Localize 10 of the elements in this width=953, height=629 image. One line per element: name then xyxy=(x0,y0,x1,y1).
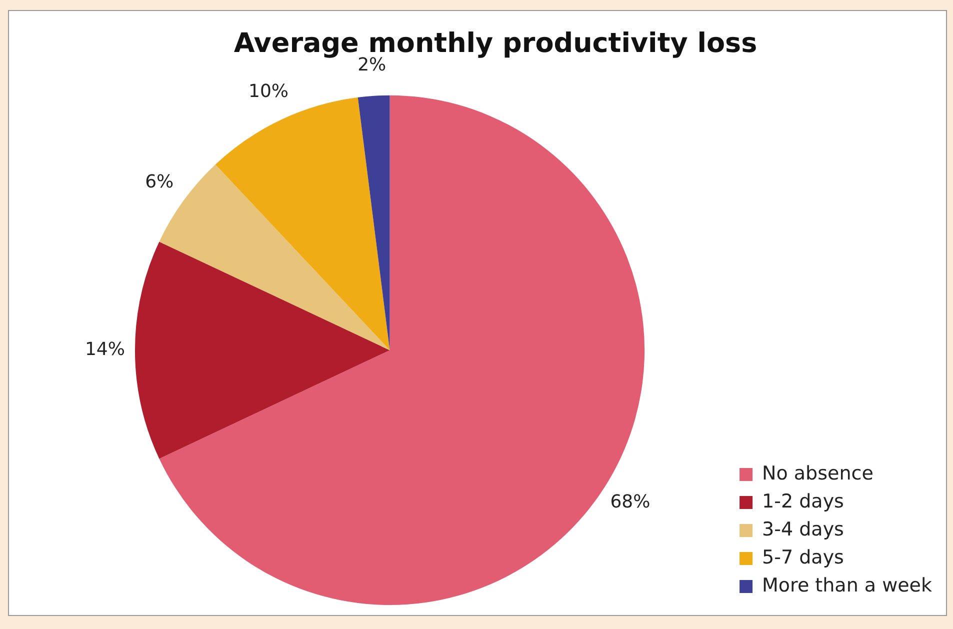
legend-label: 1-2 days xyxy=(762,490,844,512)
data-label: 10% xyxy=(248,81,289,102)
data-label: 2% xyxy=(358,54,386,76)
legend-label: More than a week xyxy=(762,574,932,596)
data-label: 14% xyxy=(84,338,125,360)
legend-label: 3-4 days xyxy=(762,518,844,540)
data-label: 68% xyxy=(610,491,650,512)
data-label: 6% xyxy=(145,171,174,192)
legend-label: 5-7 days xyxy=(762,546,844,568)
legend-label: No absence xyxy=(762,462,874,484)
